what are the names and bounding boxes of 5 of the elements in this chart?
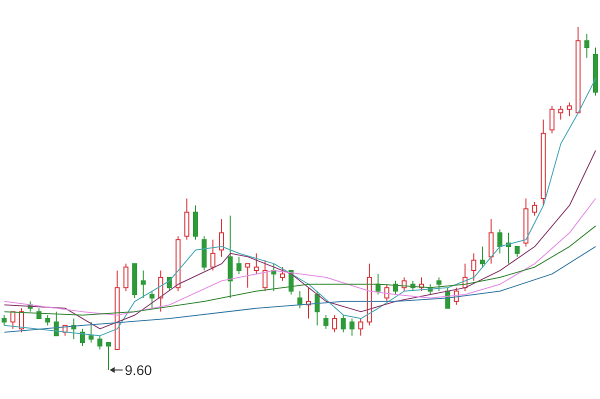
candlestick xyxy=(228,215,233,298)
annotation: 9.60 xyxy=(124,362,152,378)
candlestick xyxy=(158,270,164,312)
candlestick xyxy=(219,218,224,258)
candlestick xyxy=(140,270,146,298)
